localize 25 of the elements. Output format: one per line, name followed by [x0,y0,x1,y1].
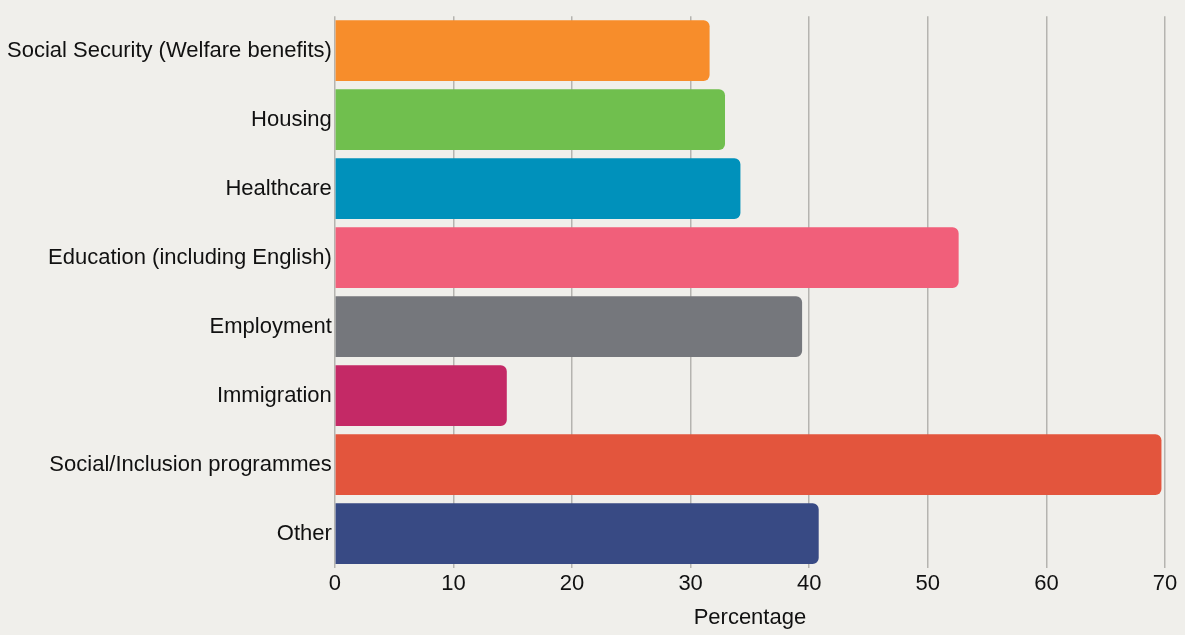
x-tick-label: 20 [559,570,585,596]
x-tick-label: 10 [441,570,466,596]
y-tick-label: Healthcare [225,174,332,200]
y-tick-label: Immigration [216,381,332,407]
x-tick-label: 40 [796,570,822,596]
bar [335,503,819,565]
bar [335,89,726,151]
y-tick-label: Social Security (Welfare benefits) [6,36,332,62]
x-tick-label: 30 [678,570,703,596]
x-tick-label: 70 [1152,570,1178,596]
x-axis-title: Percentage [693,603,807,629]
y-tick-label: Education (including English) [48,243,332,269]
bar [335,296,803,358]
x-tick-label: 60 [1034,570,1059,596]
bar [335,434,1162,496]
y-tick-label: Employment [209,312,332,338]
y-tick-label: Social/Inclusion programmes [49,450,332,476]
x-tick-label: 0 [328,570,341,596]
bar [335,365,507,427]
bar [335,20,710,82]
bar [335,158,741,220]
y-tick-label: Housing [251,105,332,131]
bar [335,227,959,289]
y-tick-label: Other [276,519,332,545]
x-tick-label: 50 [915,570,941,596]
